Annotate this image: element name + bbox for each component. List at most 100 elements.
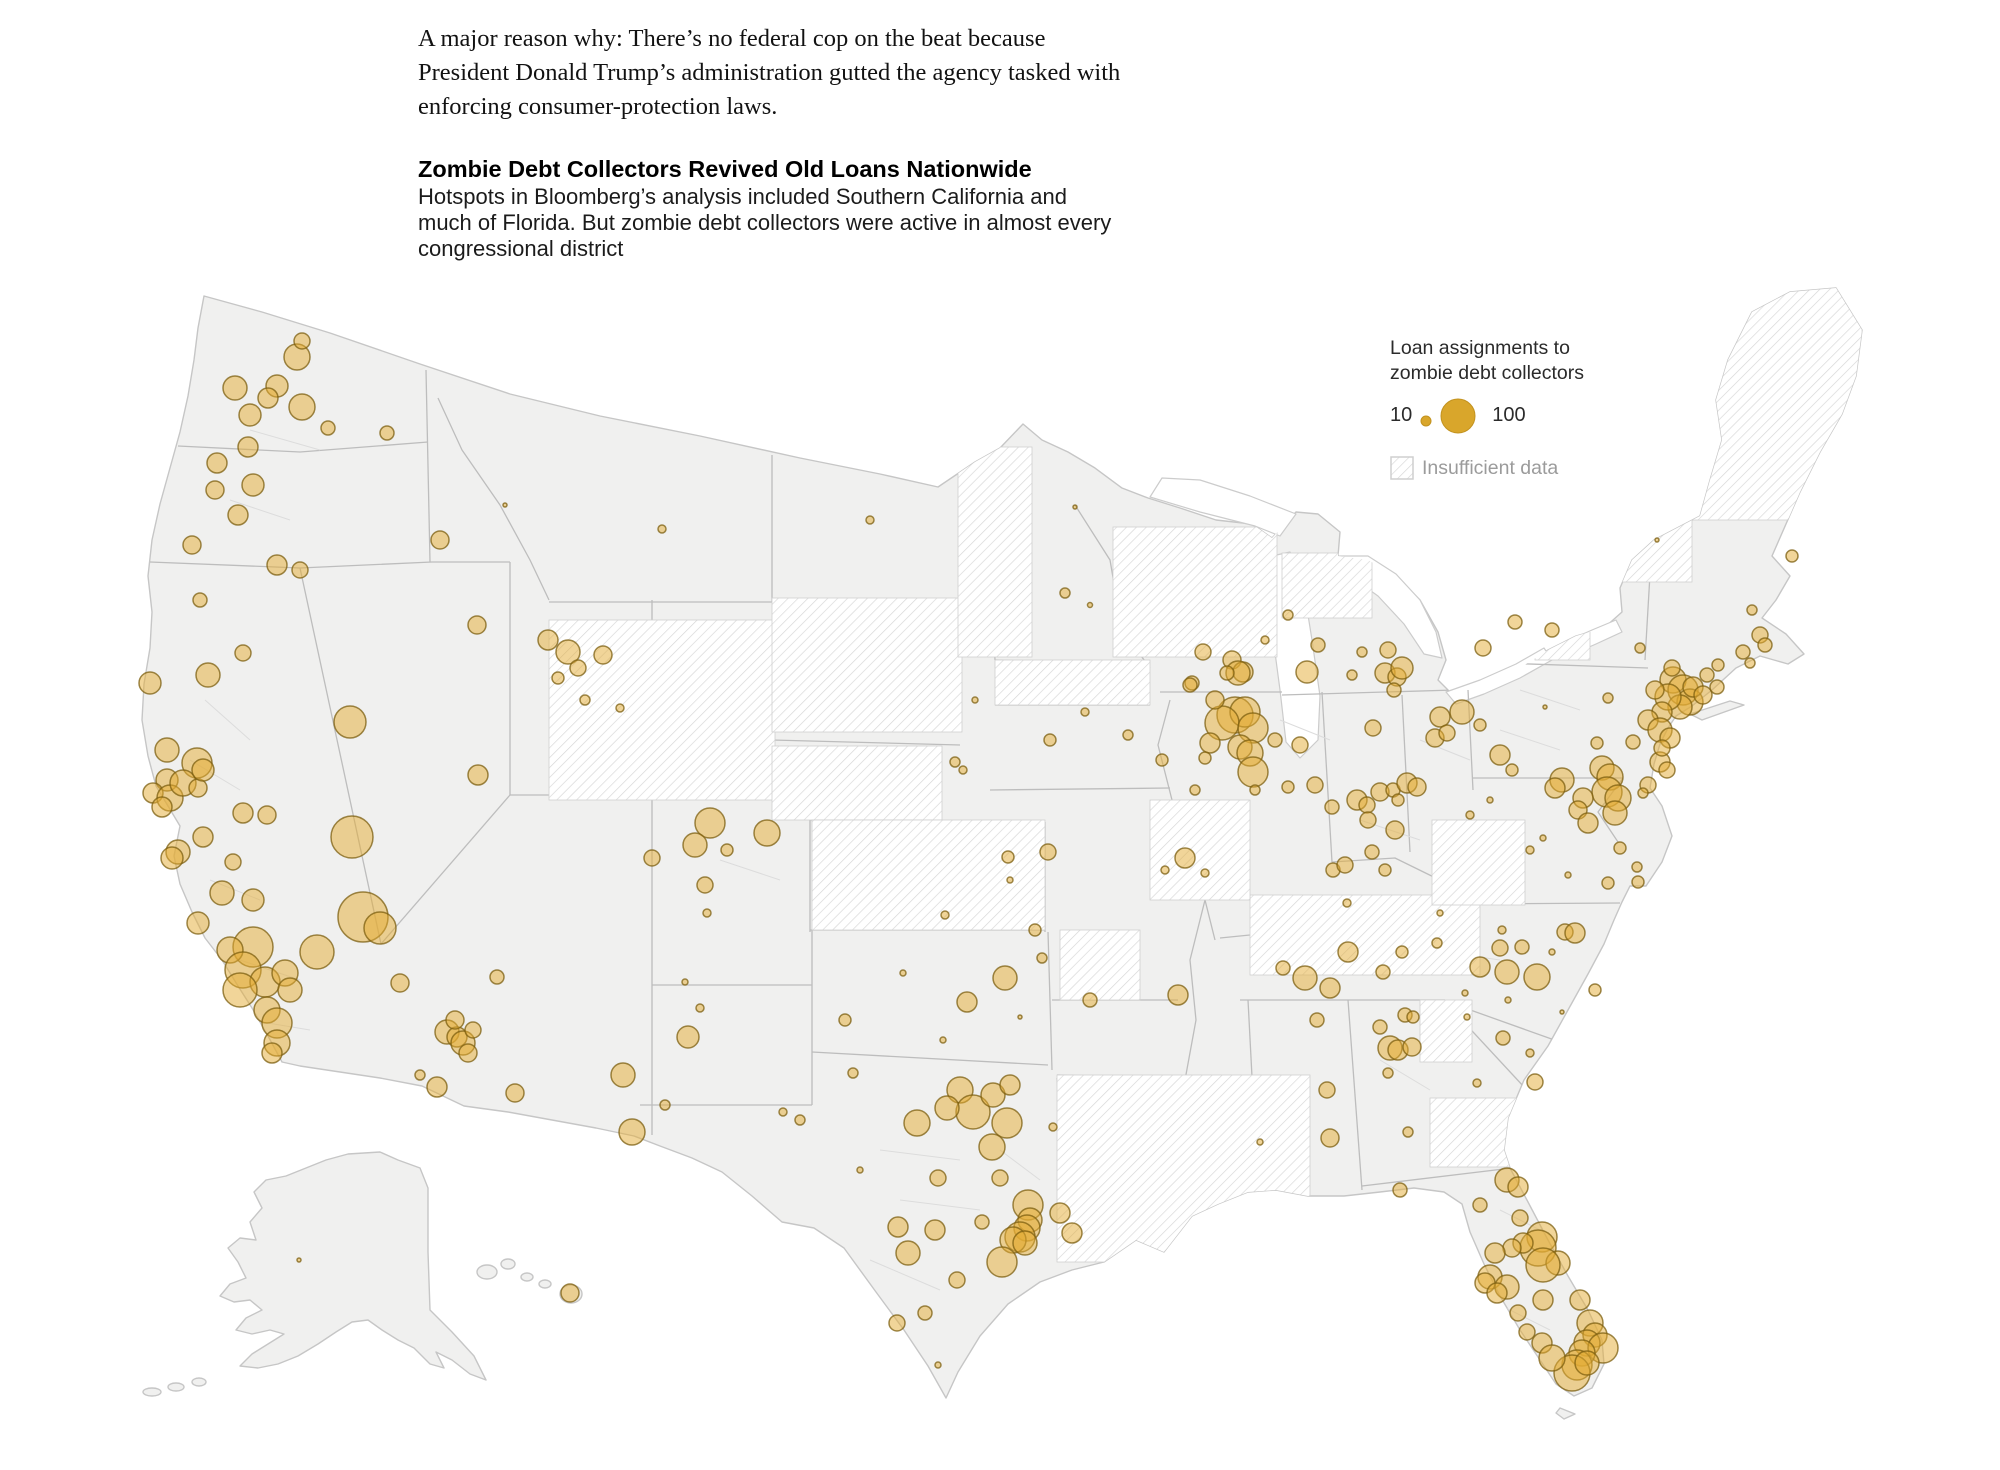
loan-bubble xyxy=(1342,898,1352,908)
loan-bubble xyxy=(1463,1013,1471,1021)
loan-bubble xyxy=(694,807,726,839)
loan-bubble xyxy=(1518,1323,1536,1341)
loan-bubble xyxy=(1392,1182,1408,1198)
loan-bubble xyxy=(1036,952,1048,964)
loan-bubble xyxy=(330,815,374,859)
legend-max-label: 100 xyxy=(1492,403,1526,426)
loan-bubble xyxy=(296,1257,302,1263)
intro-paragraph: A major reason why: There’s no federal c… xyxy=(418,25,1121,120)
loan-bubble xyxy=(266,554,288,576)
loan-bubble xyxy=(702,908,712,918)
loan-bubble xyxy=(1486,796,1494,804)
loan-bubble xyxy=(887,1216,909,1238)
loan-bubble xyxy=(1532,1289,1554,1311)
loan-bubble xyxy=(237,436,259,458)
insufficient-data-region-wyoming xyxy=(548,619,776,801)
loan-bubble xyxy=(1489,744,1511,766)
loan-bubble xyxy=(1574,1350,1600,1376)
loan-bubble xyxy=(1292,965,1318,991)
loan-bubble xyxy=(1174,847,1196,869)
loan-bubble xyxy=(320,420,336,436)
loan-bubble xyxy=(1039,843,1057,861)
loan-bubble xyxy=(505,1083,525,1103)
loan-bubble xyxy=(1160,865,1170,875)
loan-bubble xyxy=(458,1043,478,1063)
hawaii-island xyxy=(476,1264,498,1280)
loan-bubble xyxy=(903,1109,931,1137)
loan-bubble xyxy=(1559,1009,1565,1015)
lake-superior xyxy=(1149,477,1297,537)
insufficient-data-region-kentucky xyxy=(1249,894,1481,976)
loan-bubble xyxy=(1189,784,1201,796)
insufficient-data-region-dakota-minnesota-strip xyxy=(957,446,1033,658)
loan-bubble xyxy=(1385,820,1405,840)
loan-bubble xyxy=(1198,751,1212,765)
loan-bubble xyxy=(1382,1067,1394,1079)
loan-bubble xyxy=(1048,1122,1058,1132)
loan-bubble xyxy=(1295,660,1319,684)
loan-bubble xyxy=(1654,537,1660,543)
loan-bubble xyxy=(695,1003,705,1013)
loan-bubble xyxy=(430,530,450,550)
loan-bubble xyxy=(1346,669,1358,681)
loan-bubble xyxy=(681,978,689,986)
loan-bubble xyxy=(1256,1138,1264,1146)
loan-bubble xyxy=(940,910,950,920)
loan-bubble xyxy=(778,1107,788,1117)
loan-bubble xyxy=(888,1314,906,1332)
loan-bubble xyxy=(257,805,277,825)
loan-bubble xyxy=(676,1025,700,1049)
insufficient-data-region-west-nebraska xyxy=(771,745,943,821)
loan-bubble xyxy=(1449,699,1475,725)
loan-bubble xyxy=(1735,644,1751,660)
loan-bubble xyxy=(1194,643,1212,661)
insufficient-data-region-north-lower-michigan xyxy=(1281,552,1373,619)
loan-bubble xyxy=(1275,960,1291,976)
insufficient-data-region-west-virginia xyxy=(1431,819,1526,906)
loan-bubble xyxy=(856,1166,864,1174)
loan-bubble xyxy=(1757,637,1773,653)
loan-bubble xyxy=(1267,732,1283,748)
loan-bubble xyxy=(1625,734,1641,750)
hawaii-island xyxy=(538,1279,552,1289)
loan-bubble xyxy=(643,849,661,867)
loan-bubble xyxy=(1602,800,1628,826)
loan-bubble xyxy=(1472,1078,1482,1088)
loan-bubble xyxy=(948,1271,966,1289)
loan-bubble xyxy=(1564,922,1586,944)
loan-bubble xyxy=(956,991,978,1013)
loan-bubble xyxy=(390,973,410,993)
loan-bubble xyxy=(1205,690,1225,710)
loan-bubble xyxy=(224,853,242,871)
insufficient-data-region-south-georgia xyxy=(1429,1097,1518,1168)
loan-bubble xyxy=(939,1036,947,1044)
legend-title-line1: Loan assignments to xyxy=(1390,337,1570,359)
loan-bubble xyxy=(1318,1081,1336,1099)
loan-bubble xyxy=(291,561,309,579)
loan-bubble xyxy=(467,764,489,786)
loan-bubble xyxy=(1511,1209,1529,1227)
loan-bubble xyxy=(1431,937,1443,949)
loan-bubble xyxy=(971,696,979,704)
loan-bubble xyxy=(1588,983,1602,997)
loan-bubble xyxy=(209,880,235,906)
loan-bubble xyxy=(1526,1073,1544,1091)
loan-bubble xyxy=(1219,665,1235,681)
loan-bubble xyxy=(696,876,714,894)
loan-bubble xyxy=(1495,1030,1511,1046)
loan-bubble xyxy=(1402,1126,1414,1138)
loan-bubble xyxy=(227,504,249,526)
loan-bubble xyxy=(1310,637,1326,653)
loan-bubble xyxy=(222,375,248,401)
loan-bubble xyxy=(1337,941,1359,963)
loan-bubble xyxy=(924,1219,946,1241)
loan-bubble xyxy=(363,911,397,945)
loan-bubble xyxy=(1306,776,1324,794)
loan-bubble xyxy=(1504,996,1512,1004)
loan-bubble xyxy=(1577,812,1599,834)
loan-bubble xyxy=(1375,964,1391,980)
loan-bubble xyxy=(426,1076,448,1098)
loan-bubble xyxy=(1282,609,1294,621)
loan-bubble xyxy=(192,592,208,608)
